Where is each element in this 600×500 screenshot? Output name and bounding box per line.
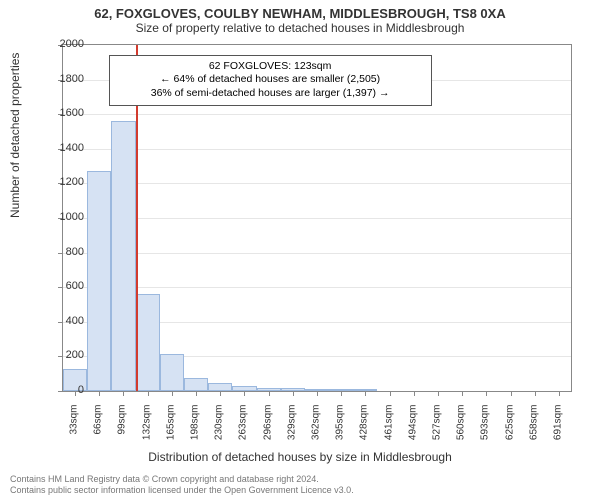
y-tick-label: 0 xyxy=(44,384,84,396)
y-tick-label: 1400 xyxy=(44,142,84,154)
x-tick-mark xyxy=(172,391,173,396)
x-tick-mark xyxy=(123,391,124,396)
footer-line: Contains HM Land Registry data © Crown c… xyxy=(10,474,354,485)
annotation-box: 62 FOXGLOVES: 123sqm← 64% of detached ho… xyxy=(109,55,432,106)
x-tick-mark xyxy=(559,391,560,396)
annotation-line: 62 FOXGLOVES: 123sqm xyxy=(118,60,423,74)
x-tick-mark xyxy=(244,391,245,396)
x-tick-mark xyxy=(220,391,221,396)
x-tick-mark xyxy=(196,391,197,396)
x-tick-label: 132sqm xyxy=(141,405,152,455)
x-tick-label: 362sqm xyxy=(311,405,322,455)
x-tick-mark xyxy=(438,391,439,396)
x-tick-mark xyxy=(462,391,463,396)
x-tick-mark xyxy=(293,391,294,396)
x-tick-label: 329sqm xyxy=(286,405,297,455)
x-tick-mark xyxy=(341,391,342,396)
histogram-bar xyxy=(160,354,184,391)
y-axis-label: Number of detached properties xyxy=(8,53,22,218)
histogram-bar xyxy=(208,383,232,391)
x-tick-label: 593sqm xyxy=(480,405,491,455)
x-tick-mark xyxy=(486,391,487,396)
gridline xyxy=(63,287,571,288)
x-tick-mark xyxy=(99,391,100,396)
x-tick-mark xyxy=(390,391,391,396)
plot-area-wrap: 62 FOXGLOVES: 123sqm← 64% of detached ho… xyxy=(62,44,572,392)
footer-attribution: Contains HM Land Registry data © Crown c… xyxy=(10,474,354,496)
histogram-bar xyxy=(87,171,111,391)
y-tick-label: 1600 xyxy=(44,107,84,119)
x-tick-mark xyxy=(535,391,536,396)
x-tick-label: 66sqm xyxy=(93,405,104,455)
y-tick-label: 200 xyxy=(44,349,84,361)
histogram-bar xyxy=(184,378,208,391)
y-tick-label: 1800 xyxy=(44,73,84,85)
x-tick-mark xyxy=(365,391,366,396)
x-tick-mark xyxy=(148,391,149,396)
x-tick-label: 560sqm xyxy=(456,405,467,455)
gridline xyxy=(63,253,571,254)
x-tick-label: 625sqm xyxy=(504,405,515,455)
x-tick-label: 428sqm xyxy=(359,405,370,455)
x-tick-label: 230sqm xyxy=(214,405,225,455)
y-tick-label: 1000 xyxy=(44,211,84,223)
y-tick-label: 2000 xyxy=(44,38,84,50)
x-tick-label: 263sqm xyxy=(238,405,249,455)
x-tick-label: 658sqm xyxy=(528,405,539,455)
footer-line: Contains public sector information licen… xyxy=(10,485,354,496)
x-tick-mark xyxy=(269,391,270,396)
plot-area: 62 FOXGLOVES: 123sqm← 64% of detached ho… xyxy=(62,44,572,392)
gridline xyxy=(63,114,571,115)
chart-subtitle: Size of property relative to detached ho… xyxy=(0,21,600,39)
histogram-bar xyxy=(136,294,160,391)
y-tick-label: 1200 xyxy=(44,176,84,188)
y-tick-label: 400 xyxy=(44,315,84,327)
gridline xyxy=(63,149,571,150)
chart-title: 62, FOXGLOVES, COULBY NEWHAM, MIDDLESBRO… xyxy=(0,0,600,21)
x-tick-mark xyxy=(511,391,512,396)
x-tick-label: 494sqm xyxy=(407,405,418,455)
y-tick-label: 600 xyxy=(44,280,84,292)
histogram-bar xyxy=(111,121,135,391)
x-tick-label: 296sqm xyxy=(262,405,273,455)
x-tick-mark xyxy=(414,391,415,396)
x-tick-label: 461sqm xyxy=(383,405,394,455)
x-tick-label: 527sqm xyxy=(431,405,442,455)
x-tick-label: 691sqm xyxy=(552,405,563,455)
y-tick-label: 800 xyxy=(44,246,84,258)
gridline xyxy=(63,218,571,219)
x-tick-label: 33sqm xyxy=(69,405,80,455)
x-tick-label: 165sqm xyxy=(165,405,176,455)
annotation-line: 36% of semi-detached houses are larger (… xyxy=(118,87,423,101)
x-tick-mark xyxy=(317,391,318,396)
annotation-line: ← 64% of detached houses are smaller (2,… xyxy=(118,73,423,87)
x-tick-label: 395sqm xyxy=(335,405,346,455)
gridline xyxy=(63,183,571,184)
x-tick-label: 99sqm xyxy=(117,405,128,455)
chart-container: 62, FOXGLOVES, COULBY NEWHAM, MIDDLESBRO… xyxy=(0,0,600,500)
x-tick-label: 198sqm xyxy=(190,405,201,455)
